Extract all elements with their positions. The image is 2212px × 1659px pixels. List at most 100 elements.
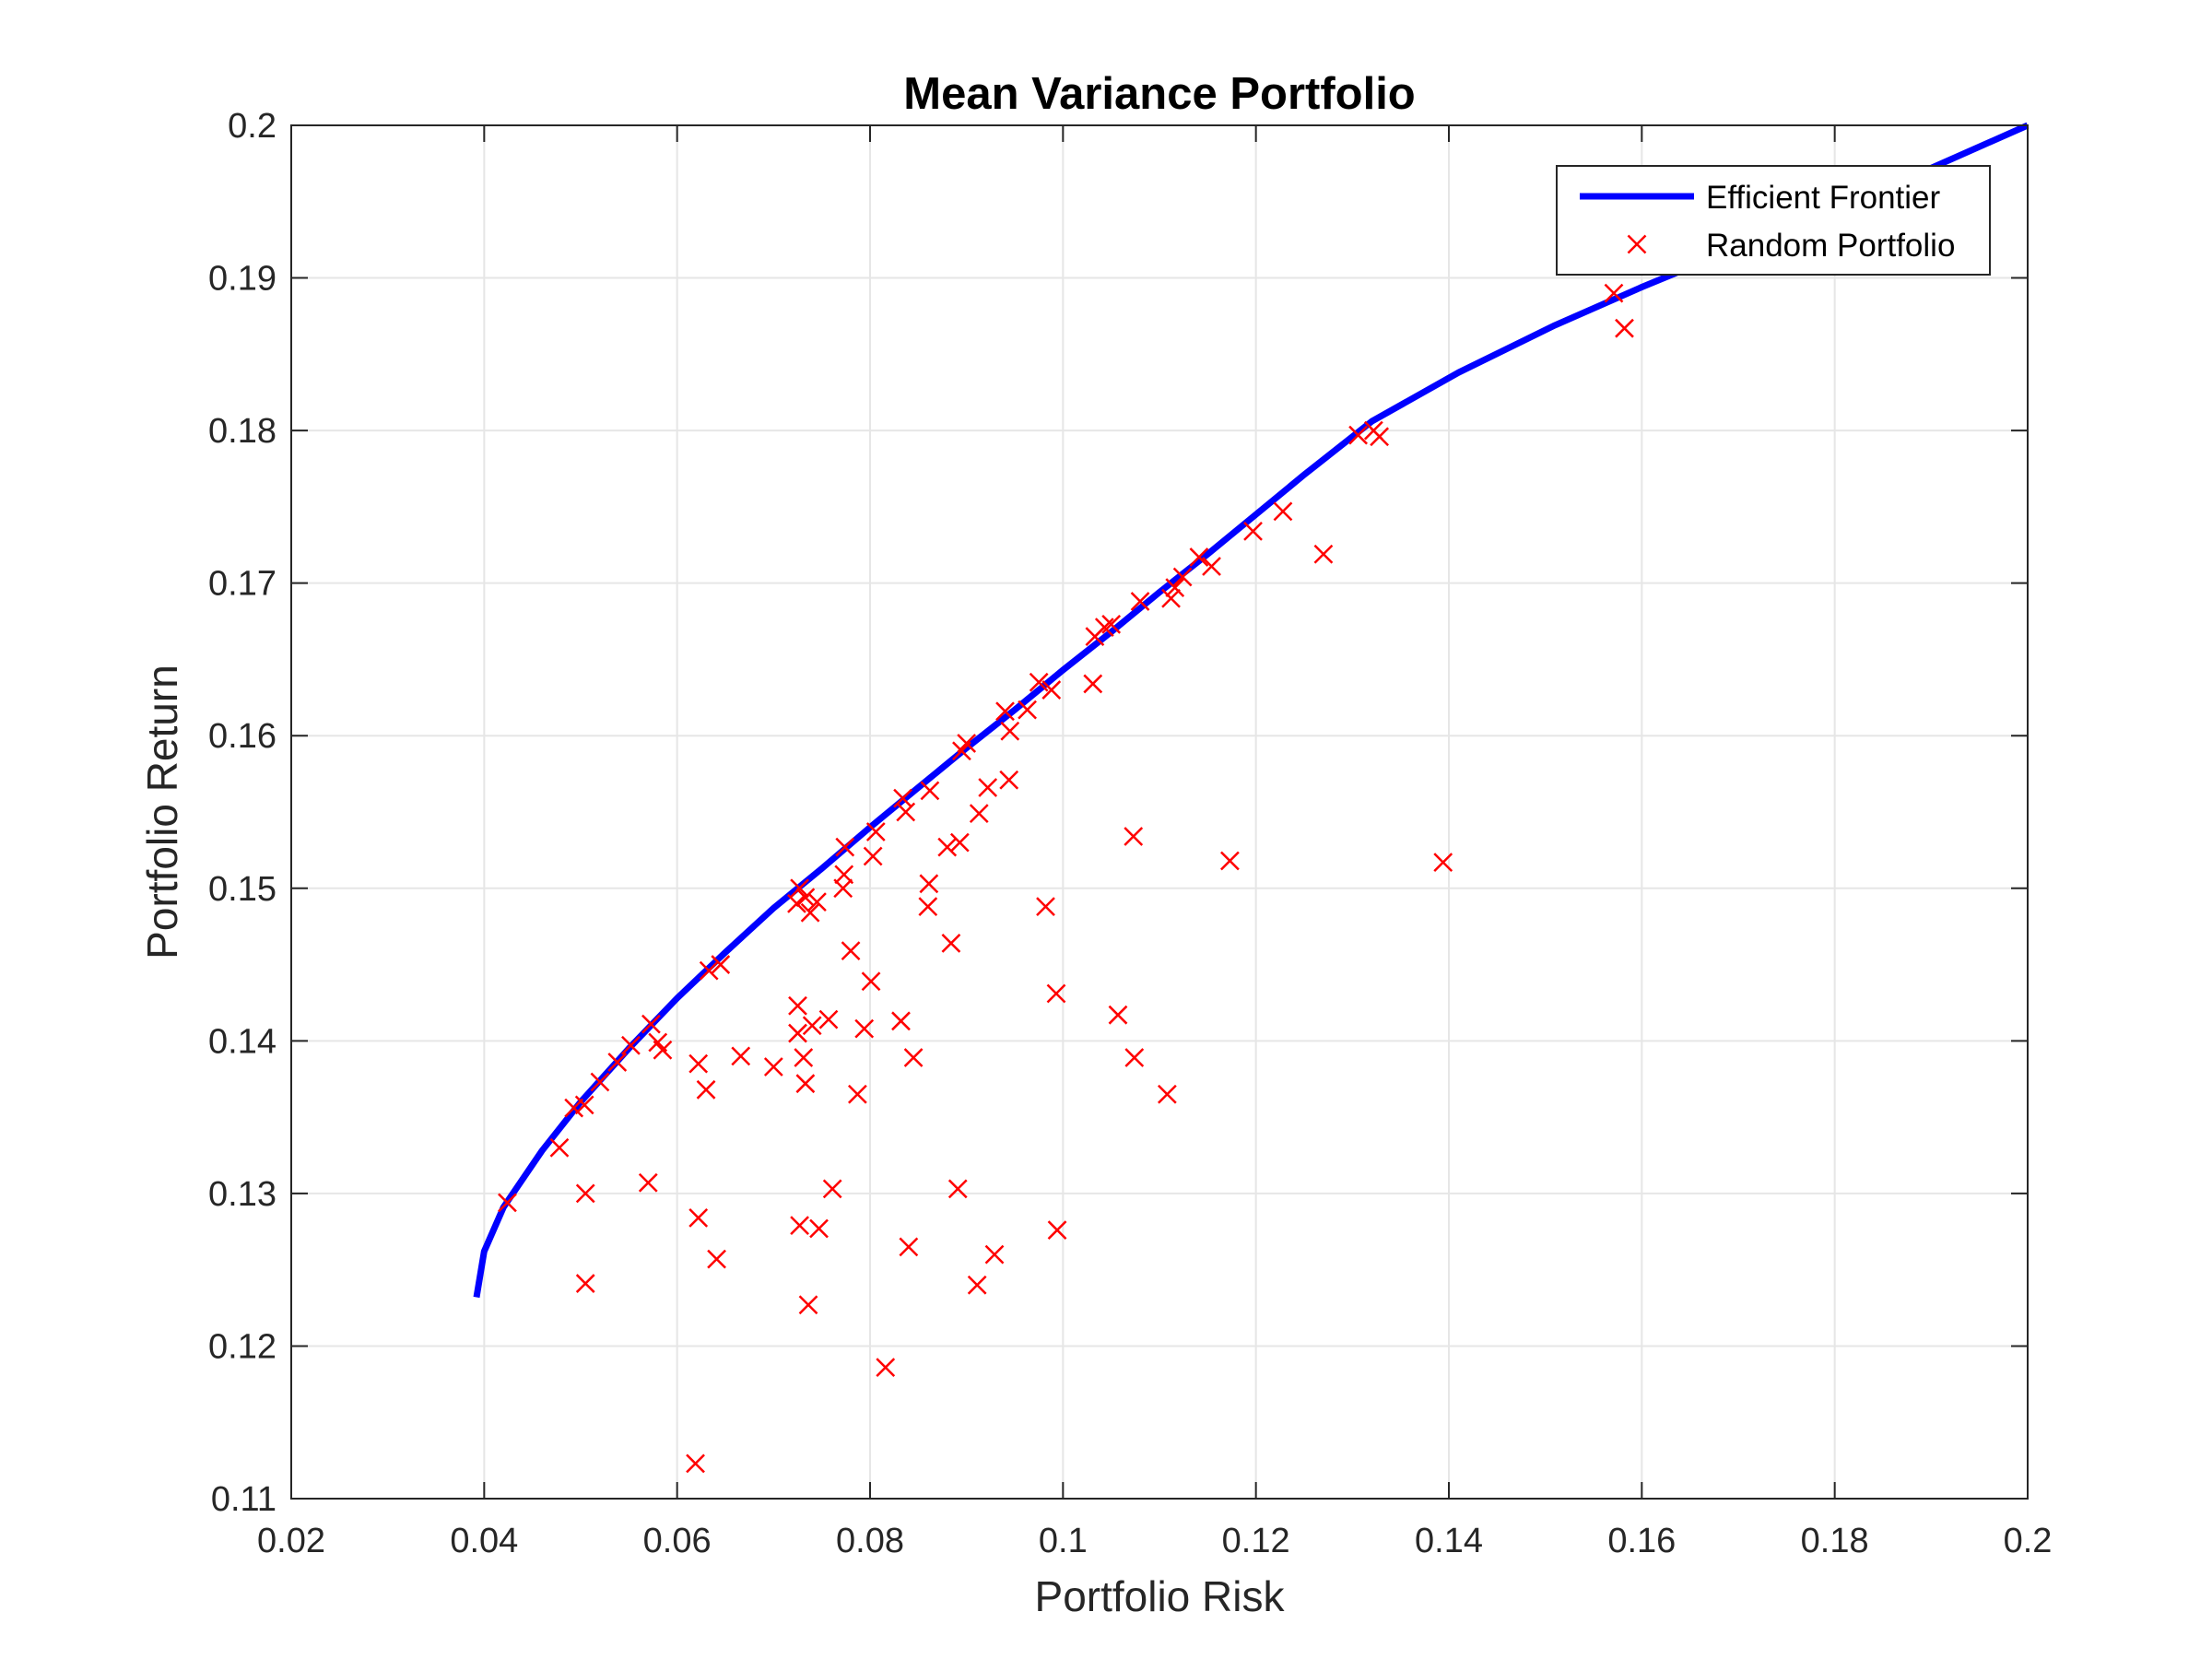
random-portfolio-point: [790, 1216, 809, 1236]
x-tick-label: 0.1: [1039, 1522, 1088, 1560]
random-portfolio-point: [861, 971, 881, 992]
random-portfolio-point: [1370, 427, 1390, 447]
random-portfolio-point: [834, 865, 854, 885]
random-portfolio-point: [1273, 501, 1293, 522]
legend-frontier-label: Efficient Frontier: [1706, 180, 1941, 216]
x-tick-label: 0.16: [1607, 1522, 1676, 1560]
y-tick-label: 0.17: [208, 565, 276, 604]
random-portfolio-point: [995, 701, 1015, 722]
random-portfolio-point: [978, 778, 998, 797]
random-portfolio-point: [696, 1079, 716, 1100]
y-tick-label: 0.18: [208, 412, 276, 451]
random-portfolio-point: [937, 837, 958, 857]
random-portfolio-point: [549, 1137, 570, 1158]
random-portfolio-point: [1220, 851, 1240, 871]
random-portfolio-point: [1165, 578, 1185, 598]
y-tick-label: 0.14: [208, 1022, 276, 1061]
random-portfolio-point: [854, 1018, 875, 1039]
random-portfolio-point: [841, 941, 861, 961]
x-tick-label: 0.04: [450, 1522, 518, 1560]
random-portfolio-point: [731, 1046, 751, 1066]
random-portfolio-point: [788, 1023, 807, 1043]
random-portfolio-point: [607, 1053, 628, 1072]
y-tick-label: 0.19: [208, 260, 276, 299]
random-portfolio-point: [863, 846, 883, 866]
random-portfolio-point: [891, 1011, 911, 1031]
random-portfolio-point: [809, 1218, 829, 1239]
random-portfolio-point: [1433, 853, 1453, 873]
random-portfolio-point: [711, 955, 731, 974]
random-portfolio-point: [688, 1207, 709, 1228]
x-tick-label: 0.08: [836, 1522, 904, 1560]
random-portfolio-point: [653, 1040, 673, 1060]
random-portfolio-point: [798, 1295, 818, 1315]
y-tick-label: 0.2: [228, 107, 276, 146]
random-portfolio-markers: [498, 283, 1634, 1474]
random-portfolio-point: [788, 995, 807, 1016]
random-portfolio-point: [564, 1098, 584, 1118]
random-portfolio-point: [1172, 567, 1193, 587]
random-portfolio-point: [574, 1095, 594, 1115]
random-portfolio-point: [1243, 521, 1263, 541]
random-portfolio-point: [1130, 592, 1150, 611]
legend: Efficient Frontier Random Portfolio: [1556, 165, 1991, 276]
x-tick-label: 0.06: [643, 1522, 712, 1560]
random-portfolio-point: [1157, 1084, 1177, 1104]
random-portfolio-point: [865, 822, 886, 841]
random-portfolio-point: [920, 781, 940, 801]
random-portfolio-point: [638, 1172, 658, 1193]
random-portfolio-point: [957, 734, 977, 753]
random-portfolio-point: [590, 1072, 610, 1092]
y-tick-labels: 0.11 0.12 0.13 0.14 0.15 0.16 0.17 0.18 0.19 0.2: [208, 107, 276, 1519]
random-portfolio-point: [787, 893, 806, 913]
y-tick-label: 0.12: [208, 1327, 276, 1366]
random-portfolio-point: [575, 1274, 595, 1293]
x-axis-label: Portfolio Risk: [1035, 1572, 1286, 1620]
random-portfolio-point: [1036, 897, 1055, 917]
y-tick-label: 0.15: [208, 870, 276, 909]
random-portfolio-point: [899, 1237, 919, 1257]
random-portfolio-point: [1161, 588, 1181, 608]
random-portfolio-point: [1615, 318, 1634, 338]
random-portfolio-point: [999, 770, 1019, 790]
random-portfolio-point: [1041, 680, 1062, 700]
random-portfolio-point: [575, 1183, 595, 1204]
random-portfolio-point: [1101, 614, 1122, 634]
plot-area: [291, 125, 2028, 1499]
random-portfolio-point: [903, 1048, 924, 1067]
random-portfolio-point: [818, 1009, 839, 1030]
axes-box: [290, 124, 2029, 1500]
random-portfolio-point: [1124, 1048, 1145, 1067]
random-portfolio-point: [1083, 674, 1103, 694]
random-portfolio-point: [919, 874, 939, 894]
random-portfolio-point: [1029, 672, 1049, 692]
legend-random-swatch: [1627, 234, 1647, 254]
random-portfolio-point: [1348, 425, 1368, 445]
random-portfolio-point: [848, 1084, 867, 1104]
random-portfolio-point: [1000, 721, 1020, 741]
random-portfolio-point: [1604, 283, 1624, 303]
x-tick-label: 0.14: [1415, 1522, 1483, 1560]
random-portfolio-point: [1108, 1005, 1128, 1025]
random-portfolio-point: [688, 1053, 709, 1074]
random-portfolio-point: [918, 897, 938, 917]
random-portfolio-point: [795, 888, 816, 908]
legend-random-label: Random Portfolio: [1706, 228, 1955, 264]
random-portfolio-point: [949, 832, 970, 853]
random-portfolio-point: [969, 804, 989, 824]
random-portfolio-point: [802, 1016, 822, 1036]
legend-box: [1556, 165, 1991, 276]
plot-marks: [473, 122, 2030, 1474]
random-portfolio-point: [1124, 827, 1144, 846]
random-portfolio-point: [498, 1193, 517, 1213]
x-tick-labels: 0.02 0.04 0.06 0.08 0.1 0.12 0.14 0.16 0.18 0.2: [257, 1522, 2052, 1560]
random-portfolio-point: [807, 892, 827, 912]
random-portfolio-point: [800, 902, 820, 923]
random-portfolio-point: [763, 1057, 783, 1077]
random-portfolio-point: [941, 933, 961, 953]
chart-title: Mean Variance Portfolio: [903, 69, 1416, 119]
y-tick-label: 0.16: [208, 717, 276, 756]
random-portfolio-point: [794, 1048, 814, 1067]
